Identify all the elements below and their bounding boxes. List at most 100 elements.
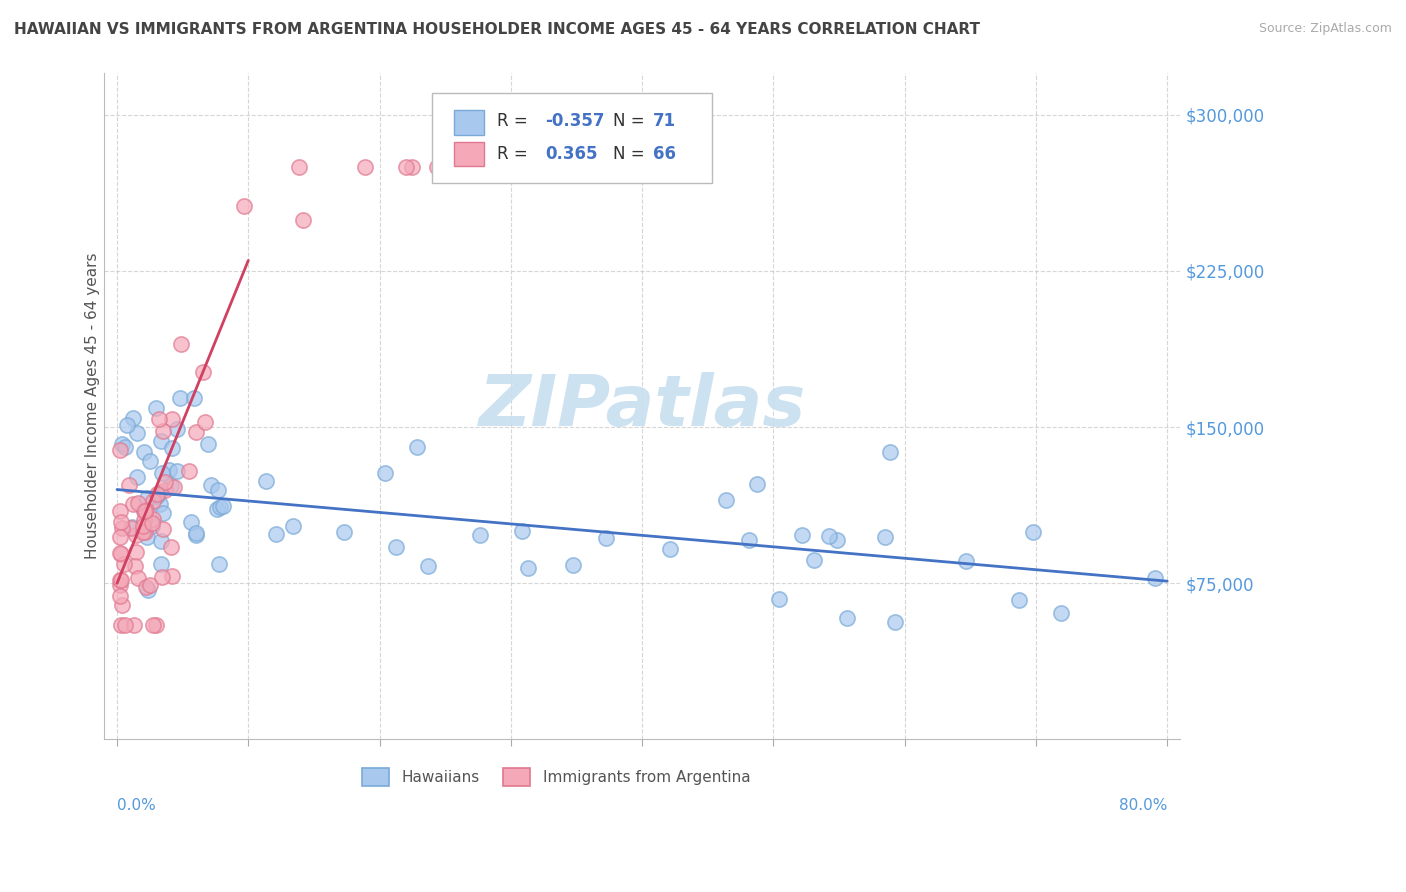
Point — [211, 499, 233, 513]
Point — [193, 365, 215, 379]
Point — [135, 503, 157, 517]
Point — [197, 437, 219, 451]
Point — [354, 160, 377, 174]
Point — [564, 160, 586, 174]
Point — [825, 533, 848, 547]
Point — [562, 160, 585, 174]
Text: 0.365: 0.365 — [546, 145, 598, 163]
Text: -0.357: -0.357 — [546, 112, 605, 130]
Point — [145, 618, 167, 632]
Point — [141, 519, 163, 533]
Point — [205, 502, 228, 516]
Point — [595, 532, 617, 546]
Point — [208, 500, 231, 514]
Point — [184, 526, 207, 541]
Point — [134, 513, 156, 527]
Point — [658, 541, 681, 556]
FancyBboxPatch shape — [454, 142, 484, 166]
Point — [127, 571, 149, 585]
Point — [333, 524, 356, 539]
Point — [134, 503, 156, 517]
Point — [108, 530, 131, 544]
Point — [118, 478, 141, 492]
Point — [149, 534, 172, 549]
Point — [146, 489, 169, 503]
Point — [443, 160, 465, 174]
Point — [418, 559, 440, 574]
Point — [180, 515, 202, 529]
Point — [150, 570, 173, 584]
Text: 71: 71 — [652, 112, 676, 130]
Point — [142, 493, 165, 508]
Point — [169, 392, 191, 406]
Point — [468, 528, 491, 542]
Point — [162, 412, 184, 426]
Point — [114, 440, 136, 454]
Point — [157, 463, 180, 477]
Point — [110, 547, 132, 561]
Point — [108, 573, 131, 587]
Point — [879, 444, 901, 458]
Point — [183, 391, 205, 405]
Point — [283, 519, 305, 533]
Point — [120, 521, 142, 535]
Point — [139, 453, 162, 467]
Point — [162, 480, 184, 494]
Point — [132, 445, 155, 459]
Point — [510, 524, 533, 538]
Text: ZIPatlas: ZIPatlas — [478, 372, 806, 441]
FancyBboxPatch shape — [432, 93, 711, 183]
Point — [135, 580, 157, 594]
Point — [121, 520, 143, 534]
Point — [148, 486, 170, 500]
Point — [747, 477, 769, 491]
Y-axis label: Householder Income Ages 45 - 64 years: Householder Income Ages 45 - 64 years — [86, 253, 100, 559]
Point — [148, 412, 170, 426]
Point — [110, 516, 132, 530]
Point — [127, 470, 149, 484]
Text: N =: N = — [613, 112, 650, 130]
Point — [264, 527, 287, 541]
Point — [127, 426, 149, 441]
Point — [125, 545, 148, 559]
Point — [207, 483, 229, 497]
Point — [127, 496, 149, 510]
Point — [166, 422, 188, 436]
Point — [792, 528, 814, 542]
Point — [170, 337, 193, 351]
Point — [506, 160, 529, 174]
Point — [132, 525, 155, 540]
Point — [374, 467, 396, 481]
Point — [150, 467, 173, 481]
Point — [142, 618, 165, 632]
Point — [135, 530, 157, 544]
Point — [714, 493, 737, 508]
Point — [1143, 571, 1166, 585]
Point — [159, 479, 181, 493]
Point — [111, 598, 134, 612]
Point — [152, 425, 174, 439]
Point — [139, 578, 162, 592]
Point — [160, 540, 183, 554]
Point — [141, 516, 163, 530]
Point — [1021, 524, 1043, 539]
Point — [884, 615, 907, 629]
Point — [166, 464, 188, 478]
Point — [125, 527, 148, 541]
Text: HAWAIIAN VS IMMIGRANTS FROM ARGENTINA HOUSEHOLDER INCOME AGES 45 - 64 YEARS CORR: HAWAIIAN VS IMMIGRANTS FROM ARGENTINA HO… — [14, 22, 980, 37]
Point — [150, 434, 173, 449]
Point — [194, 415, 217, 429]
Point — [108, 578, 131, 592]
Point — [160, 442, 183, 456]
Point — [395, 160, 418, 174]
Point — [405, 440, 427, 454]
Point — [562, 558, 585, 573]
Point — [1008, 592, 1031, 607]
Point — [588, 160, 610, 174]
Text: Source: ZipAtlas.com: Source: ZipAtlas.com — [1258, 22, 1392, 36]
Point — [207, 557, 229, 571]
Point — [108, 589, 131, 603]
Point — [186, 528, 208, 542]
Point — [124, 558, 146, 573]
Point — [152, 506, 174, 520]
